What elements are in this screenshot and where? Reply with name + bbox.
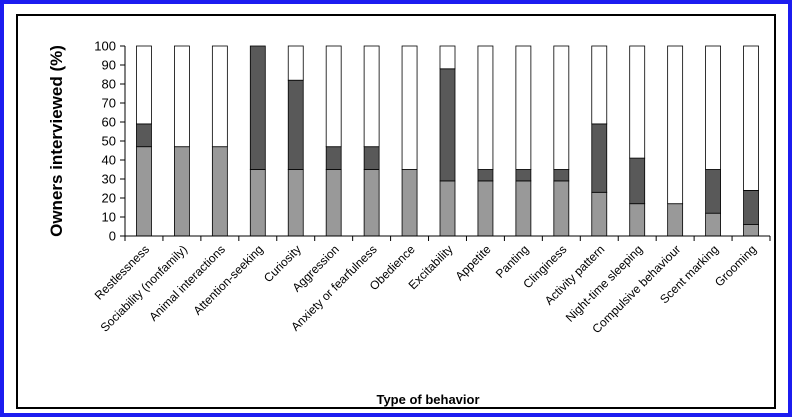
y-tick-label: 90 [102, 58, 116, 73]
y-tick-label: 100 [94, 39, 116, 54]
bars [136, 45, 759, 237]
bar-segment-3 [439, 45, 456, 70]
bar-segment-2 [439, 68, 456, 182]
bar-segment-3 [174, 45, 190, 148]
y-tick-label: 60 [102, 115, 116, 130]
bar-segment-3 [515, 45, 532, 170]
bar-segment-3 [667, 45, 684, 205]
bar-segment-2 [477, 169, 494, 182]
bar-segment-3 [629, 45, 646, 159]
bar-segment-3 [401, 45, 418, 170]
bar-segment-1 [743, 224, 759, 237]
bar-segment-1 [401, 169, 418, 237]
y-tick-label: 0 [109, 229, 116, 244]
bar-segment-2 [705, 169, 721, 214]
bar-segment-3 [553, 45, 570, 170]
bar-segment-2 [553, 169, 570, 182]
y-tick-label: 70 [102, 96, 116, 111]
y-axis-ticks: 0 10 20 30 40 50 60 70 80 90 100 [94, 39, 125, 244]
bar-segment-1 [705, 212, 721, 237]
bar-segment-3 [743, 45, 759, 191]
bar-segment-3 [136, 45, 152, 125]
x-axis-label: Type of behavior [376, 392, 479, 407]
bar-segment-2 [363, 146, 380, 170]
y-tick-label: 40 [102, 153, 116, 168]
bar-segment-1 [439, 180, 456, 237]
bar-segment-2 [591, 123, 608, 193]
bar-segment-1 [515, 180, 532, 237]
bar-segment-3 [211, 45, 228, 148]
category-label: Appetite [453, 242, 494, 283]
bar-segment-1 [667, 203, 684, 237]
bar-segment-3 [363, 45, 380, 148]
bar-segment-1 [287, 169, 304, 237]
bar-segment-1 [629, 203, 646, 237]
category-label: Attention-seeking [190, 242, 265, 317]
bar-segment-3 [287, 45, 304, 81]
bar-segment-2 [249, 45, 266, 170]
bar-segment-2 [629, 157, 646, 205]
bar-segment-1 [211, 146, 228, 237]
bar-segment-2 [325, 146, 342, 170]
bar-segment-1 [249, 169, 266, 237]
bar-segment-3 [477, 45, 494, 170]
y-tick-label: 20 [102, 191, 116, 206]
bar-segment-2 [743, 189, 759, 225]
bar-segment-1 [136, 146, 152, 237]
axes [124, 46, 771, 241]
bar-segment-1 [325, 169, 342, 237]
bar-segment-2 [287, 79, 304, 170]
bar-segment-3 [325, 45, 342, 148]
bar-segment-1 [174, 146, 190, 237]
y-tick-label: 10 [102, 210, 116, 225]
bar-segment-1 [553, 180, 570, 237]
y-axis-label: Owners interviewed (%) [47, 45, 66, 237]
y-tick-label: 50 [102, 134, 116, 149]
bar-segment-2 [515, 169, 532, 182]
bar-segment-2 [136, 123, 152, 148]
bar-segment-1 [477, 180, 494, 237]
y-tick-label: 30 [102, 172, 116, 187]
y-tick-label: 80 [102, 77, 116, 92]
category-label: Grooming [712, 242, 759, 289]
bar-segment-3 [591, 45, 608, 125]
bar-segment-1 [363, 169, 380, 237]
bar-segment-1 [591, 191, 608, 237]
bar-segment-3 [705, 45, 721, 170]
